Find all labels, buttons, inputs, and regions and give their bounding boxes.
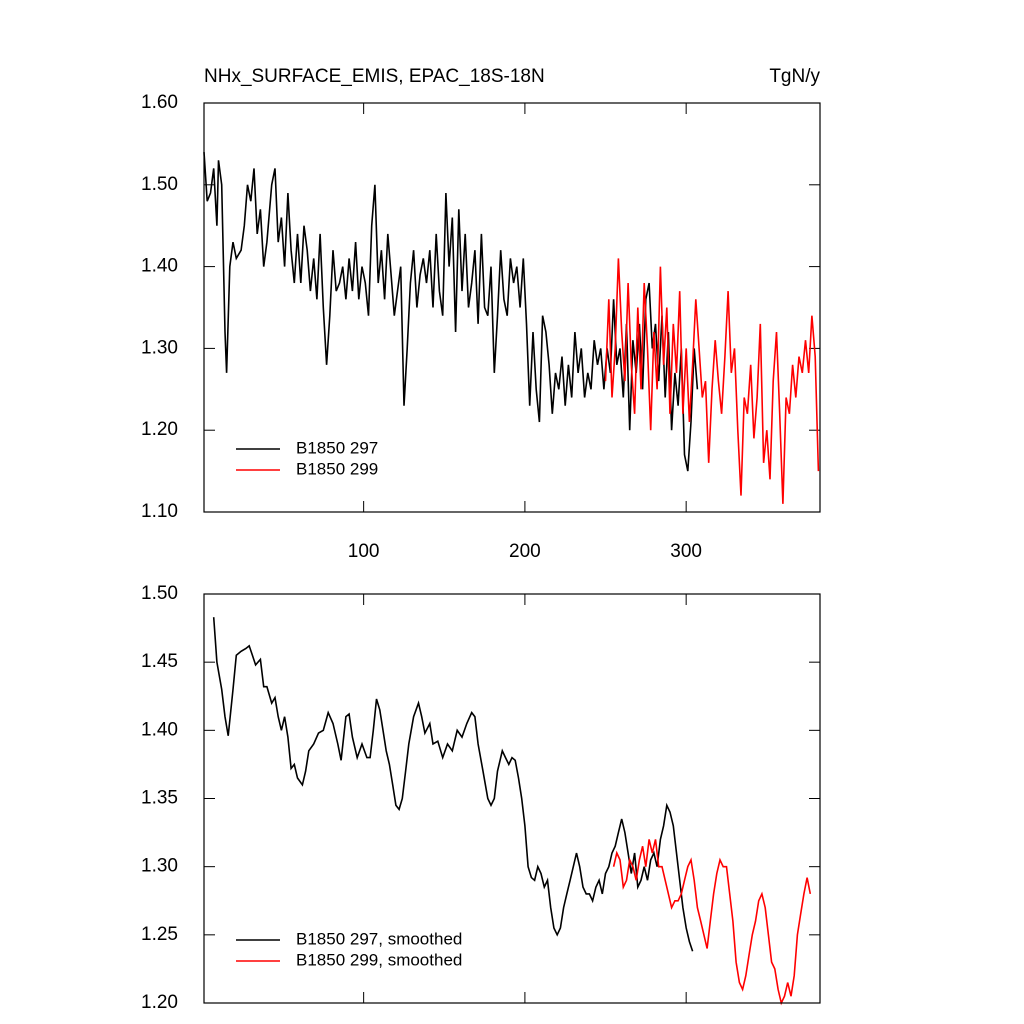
- legend-label: B1850 299, smoothed: [296, 950, 462, 969]
- x-tick-label: 200: [509, 541, 541, 562]
- y-tick-label: 1.30: [141, 856, 178, 877]
- y-tick-label: 1.50: [141, 583, 178, 604]
- units-label: TgN/y: [769, 66, 820, 87]
- x-tick-label: 100: [348, 541, 380, 562]
- x-tick-label: 300: [670, 541, 702, 562]
- plot-frame: [203, 593, 821, 1004]
- series-line: [612, 839, 812, 1006]
- legend-label: B1850 297, smoothed: [296, 929, 462, 948]
- legend-label: B1850 297: [296, 438, 378, 457]
- y-tick-label: 1.40: [141, 256, 178, 277]
- y-tick-label: 1.25: [141, 924, 178, 945]
- y-tick-label: 1.20: [141, 419, 178, 440]
- series-line: [604, 258, 820, 504]
- y-tick-label: 1.30: [141, 337, 178, 358]
- y-tick-label: 1.50: [141, 174, 178, 195]
- y-tick-label: 1.45: [141, 651, 178, 672]
- series-line: [212, 617, 694, 952]
- y-tick-label: 1.20: [141, 992, 178, 1013]
- series-line: [203, 152, 699, 472]
- plot-frame: [203, 102, 821, 513]
- y-tick-label: 1.40: [141, 719, 178, 740]
- y-tick-label: 1.60: [141, 92, 178, 113]
- chart-title: NHx_SURFACE_EMIS, EPAC_18S-18N: [204, 66, 545, 87]
- y-tick-label: 1.10: [141, 501, 178, 522]
- legend-label: B1850 299: [296, 459, 378, 478]
- y-tick-label: 1.35: [141, 788, 178, 809]
